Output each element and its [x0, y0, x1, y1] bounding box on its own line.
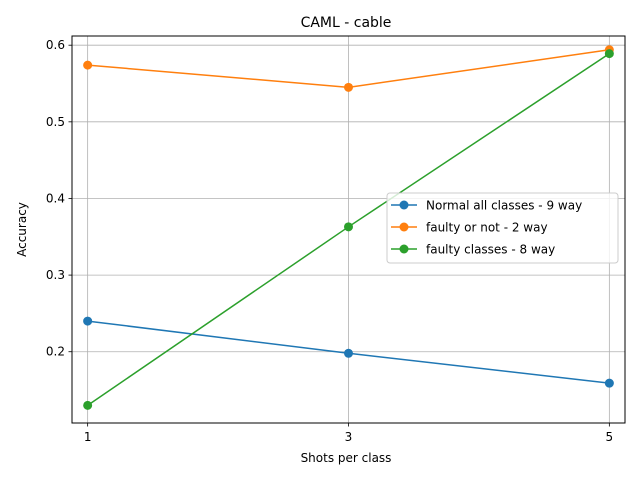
y-tick-label: 0.6	[46, 38, 65, 52]
x-tick-label: 5	[606, 430, 614, 444]
legend-marker	[399, 244, 409, 254]
data-point	[604, 49, 614, 59]
legend-item-normal-all-classes-9-way: Normal all classes - 9 way	[391, 199, 582, 213]
y-tick-label: 0.4	[46, 191, 65, 205]
data-point	[83, 400, 93, 410]
y-tick-label: 0.5	[46, 115, 65, 129]
x-axis: 1 3 5	[84, 423, 613, 444]
legend: Normal all classes - 9 way faulty or not …	[386, 192, 619, 264]
x-tick-label: 1	[84, 430, 92, 444]
legend-item-faulty-or-not-2-way: faulty or not - 2 way	[391, 221, 548, 235]
y-tick-label: 0.2	[46, 345, 65, 359]
legend-item-faulty-classes-8-way: faulty classes - 8 way	[391, 243, 555, 257]
legend-label: faulty or not - 2 way	[426, 221, 548, 235]
data-point	[83, 60, 93, 70]
chart-title: CAML - cable	[301, 15, 392, 31]
legend-label: Normal all classes - 9 way	[426, 199, 582, 213]
y-axis-label: Accuracy	[15, 202, 29, 257]
data-point	[604, 378, 614, 388]
data-point	[344, 82, 353, 92]
data-point	[83, 316, 93, 326]
series-faulty-classes-8-way	[83, 49, 614, 410]
data-point	[344, 348, 353, 358]
legend-marker	[399, 222, 409, 232]
x-axis-label: Shots per class	[301, 451, 392, 465]
legend-label: faulty classes - 8 way	[426, 243, 555, 257]
legend-box	[386, 192, 619, 264]
data-point	[344, 222, 353, 232]
legend-marker	[399, 200, 409, 210]
y-tick-label: 0.3	[46, 268, 65, 282]
series-layer	[83, 45, 614, 410]
x-tick-label: 3	[345, 430, 353, 444]
series-normal-all-classes-9-way	[83, 316, 614, 388]
y-axis: 0.2 0.3 0.4 0.5 0.6	[46, 38, 72, 359]
